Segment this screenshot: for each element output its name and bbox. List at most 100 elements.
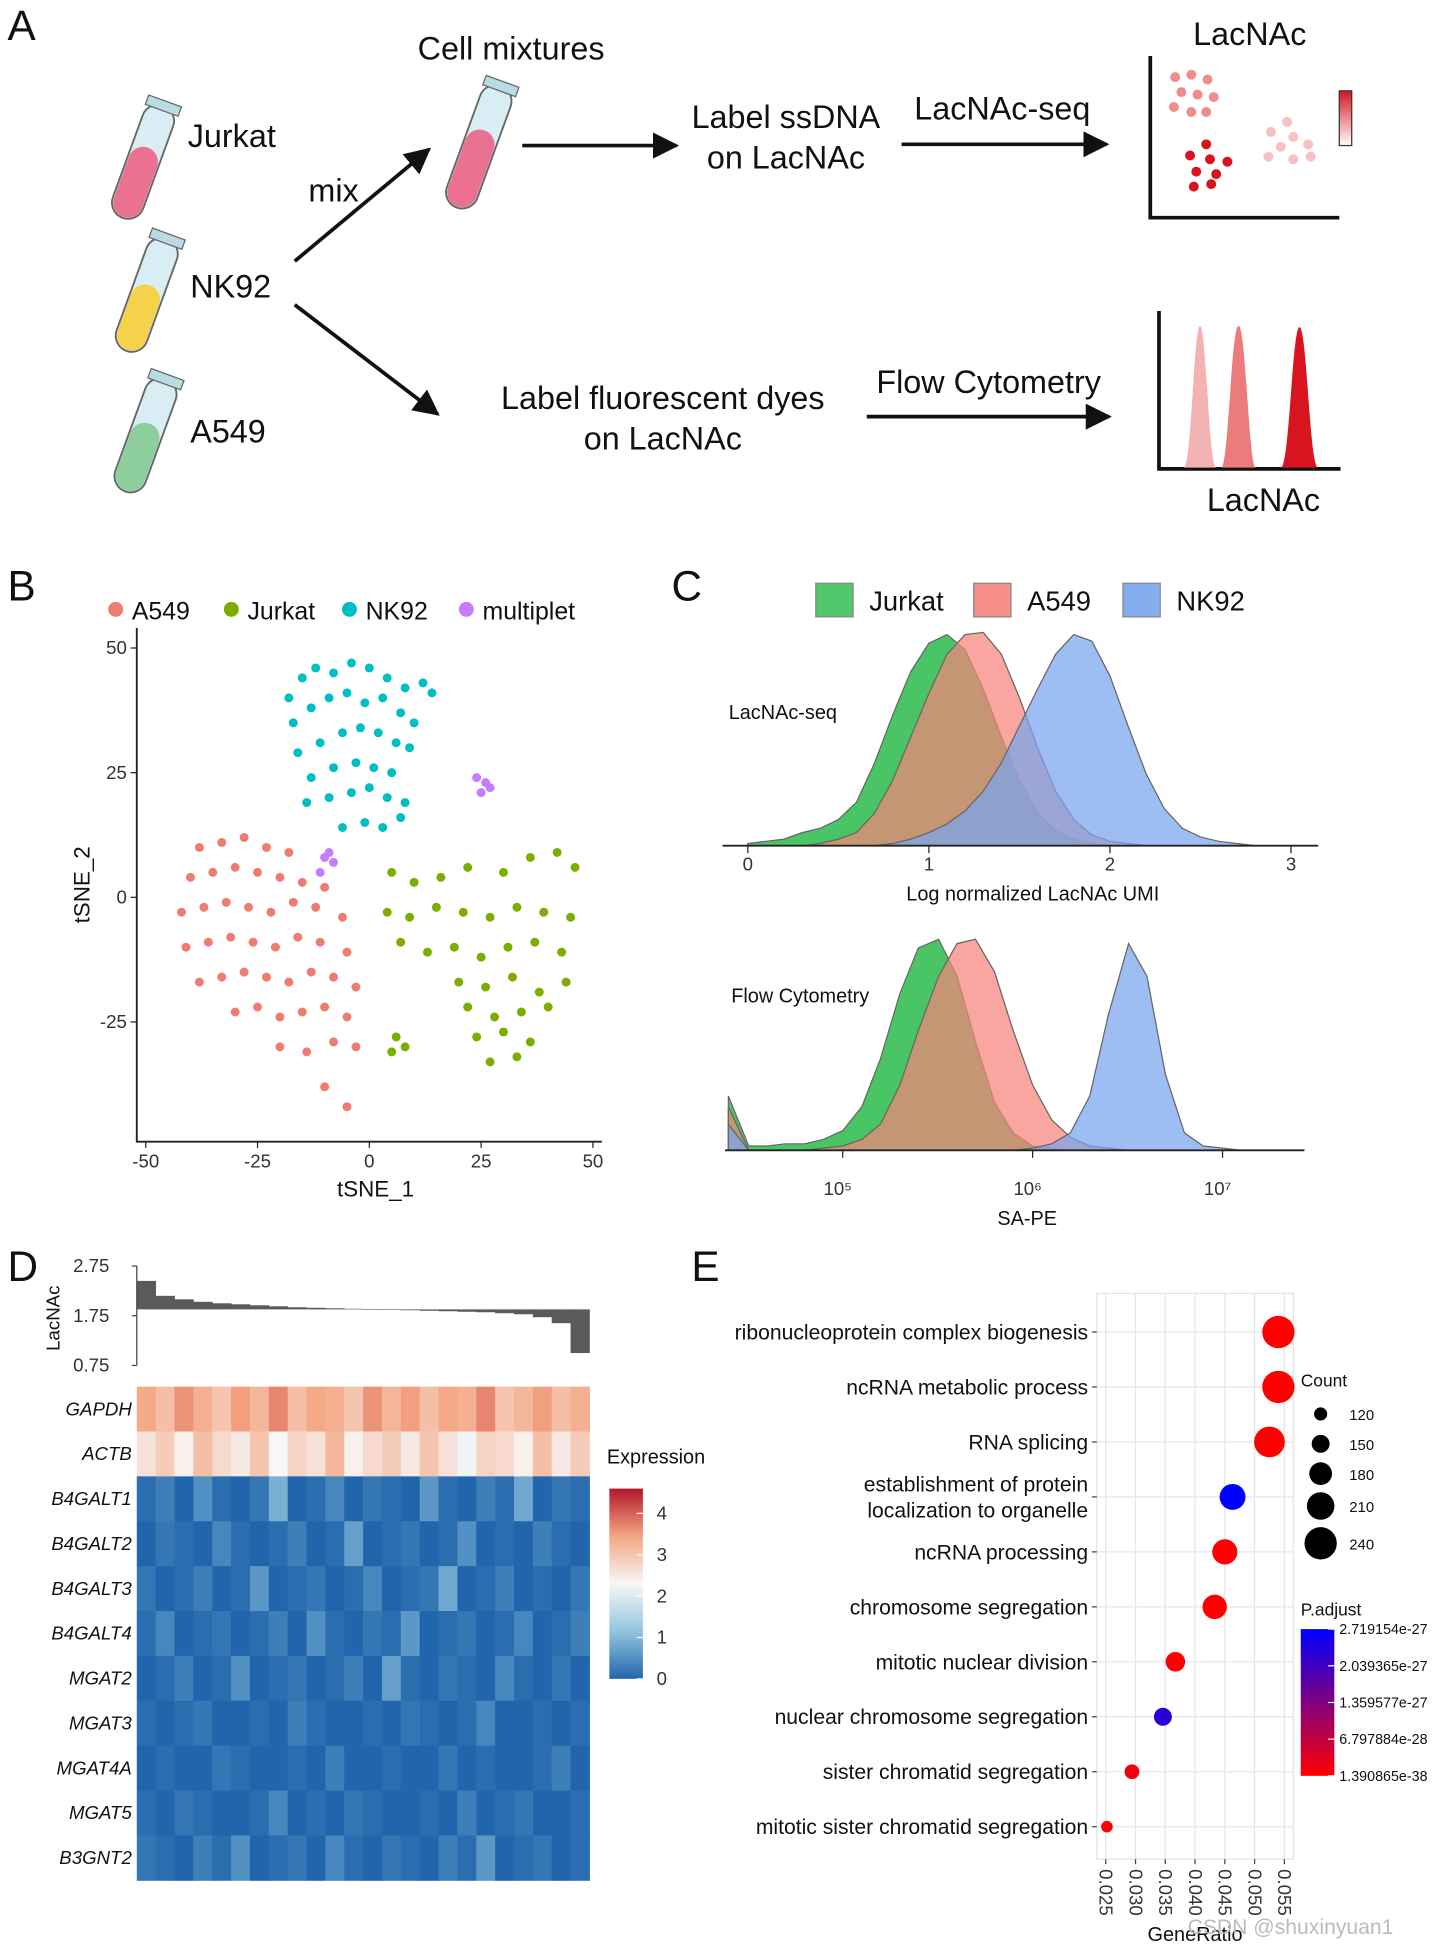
heat-cell bbox=[419, 1386, 440, 1432]
point bbox=[302, 1047, 312, 1057]
heat-cell bbox=[325, 1521, 345, 1567]
heat-cell bbox=[457, 1655, 477, 1702]
mini-axes bbox=[1157, 310, 1341, 471]
point bbox=[284, 847, 294, 857]
heat-cell bbox=[306, 1745, 326, 1792]
point bbox=[262, 972, 271, 982]
x-tick-label: 0.030 bbox=[1125, 1869, 1146, 1916]
heat-cell bbox=[306, 1700, 326, 1747]
point bbox=[485, 912, 495, 922]
heat-cell bbox=[457, 1790, 477, 1836]
heat-cell bbox=[174, 1566, 194, 1612]
bar bbox=[495, 1309, 515, 1314]
heat-cell bbox=[532, 1655, 553, 1702]
point bbox=[418, 678, 428, 688]
mixture-label: Cell mixtures bbox=[418, 31, 605, 67]
point bbox=[516, 1007, 526, 1017]
point bbox=[320, 882, 330, 892]
heat-cell bbox=[155, 1386, 176, 1432]
heat-cell bbox=[287, 1790, 308, 1836]
heat-cell bbox=[268, 1476, 289, 1522]
heat-cell bbox=[268, 1745, 289, 1792]
heat-cell bbox=[400, 1521, 421, 1567]
heat-cell bbox=[381, 1790, 402, 1836]
legend-label: multiplet bbox=[482, 597, 575, 625]
legend-swatch bbox=[458, 601, 474, 617]
legend-label: A549 bbox=[1027, 586, 1091, 617]
heat-cell bbox=[381, 1476, 402, 1522]
heat-cell bbox=[287, 1566, 308, 1612]
heat-cell bbox=[495, 1611, 515, 1657]
point bbox=[396, 708, 406, 718]
y-tick-label: 50 bbox=[106, 637, 127, 658]
heat-cell bbox=[363, 1611, 383, 1657]
heat-cell bbox=[155, 1790, 176, 1836]
heat-cell bbox=[381, 1611, 402, 1657]
heat-cell bbox=[363, 1790, 383, 1836]
point bbox=[400, 1042, 410, 1052]
size-legend-label: 210 bbox=[1349, 1499, 1374, 1516]
text-line: on LacNAc bbox=[707, 140, 865, 176]
point bbox=[275, 1012, 285, 1022]
colorbar-label: 0 bbox=[657, 1668, 667, 1689]
heat-cell bbox=[306, 1611, 326, 1657]
x-tick-label: 0 bbox=[743, 854, 753, 875]
heat-cell bbox=[532, 1386, 553, 1432]
point bbox=[194, 842, 204, 852]
point bbox=[400, 798, 410, 808]
heat-cell bbox=[325, 1566, 345, 1612]
heat-cell bbox=[495, 1521, 515, 1567]
point bbox=[338, 728, 347, 738]
heat-cell bbox=[476, 1835, 496, 1881]
heat-cell bbox=[193, 1655, 213, 1702]
heat-cell bbox=[551, 1835, 572, 1881]
heat-cell bbox=[249, 1745, 270, 1792]
heat-cell bbox=[212, 1745, 232, 1792]
heat-cell bbox=[476, 1655, 496, 1702]
heat-cell bbox=[231, 1386, 251, 1432]
heat-cell bbox=[344, 1431, 364, 1477]
legend-swatch bbox=[223, 601, 239, 617]
heat-cell bbox=[155, 1700, 176, 1747]
heat-cell bbox=[457, 1566, 477, 1612]
point bbox=[382, 793, 392, 803]
point bbox=[499, 1027, 508, 1037]
heat-cell bbox=[419, 1566, 440, 1612]
heat-cell bbox=[419, 1700, 440, 1747]
point bbox=[320, 1002, 330, 1012]
point bbox=[306, 967, 316, 977]
row-label: MGAT5 bbox=[69, 1802, 132, 1823]
point bbox=[364, 783, 374, 793]
heat-cell bbox=[136, 1655, 157, 1702]
heat-cell bbox=[570, 1431, 590, 1477]
y-axis-label: LacNAc bbox=[43, 1286, 64, 1351]
size-legend-dot bbox=[1304, 1527, 1337, 1560]
heat-cell bbox=[136, 1476, 157, 1522]
y-tick-label: 0 bbox=[116, 887, 126, 908]
dot bbox=[1165, 1652, 1186, 1672]
step-label: Label ssDNA on LacNAc bbox=[692, 99, 881, 175]
x-tick-label: -50 bbox=[132, 1151, 159, 1172]
heat-cell bbox=[363, 1655, 383, 1702]
heat-cell bbox=[532, 1476, 553, 1522]
heat-cell bbox=[155, 1655, 176, 1702]
heat-cell bbox=[344, 1835, 364, 1881]
heat-cell bbox=[306, 1521, 326, 1567]
point bbox=[561, 977, 571, 987]
point bbox=[476, 788, 486, 798]
heat-cell bbox=[381, 1700, 402, 1747]
dot bbox=[1124, 1764, 1140, 1780]
heat-cell bbox=[287, 1431, 308, 1477]
bar bbox=[249, 1305, 270, 1310]
heat-cell bbox=[476, 1745, 496, 1792]
point bbox=[405, 743, 415, 753]
x-tick-label: 3 bbox=[1286, 854, 1296, 875]
mini-title: LacNAc bbox=[1193, 16, 1306, 52]
size-legend-label: 120 bbox=[1349, 1407, 1374, 1424]
heat-cell bbox=[212, 1476, 232, 1522]
heat-cell bbox=[268, 1386, 289, 1432]
point bbox=[217, 837, 227, 847]
cell-line: A549 bbox=[190, 414, 266, 450]
heat-cell bbox=[532, 1431, 553, 1477]
heat-cell bbox=[344, 1566, 364, 1612]
